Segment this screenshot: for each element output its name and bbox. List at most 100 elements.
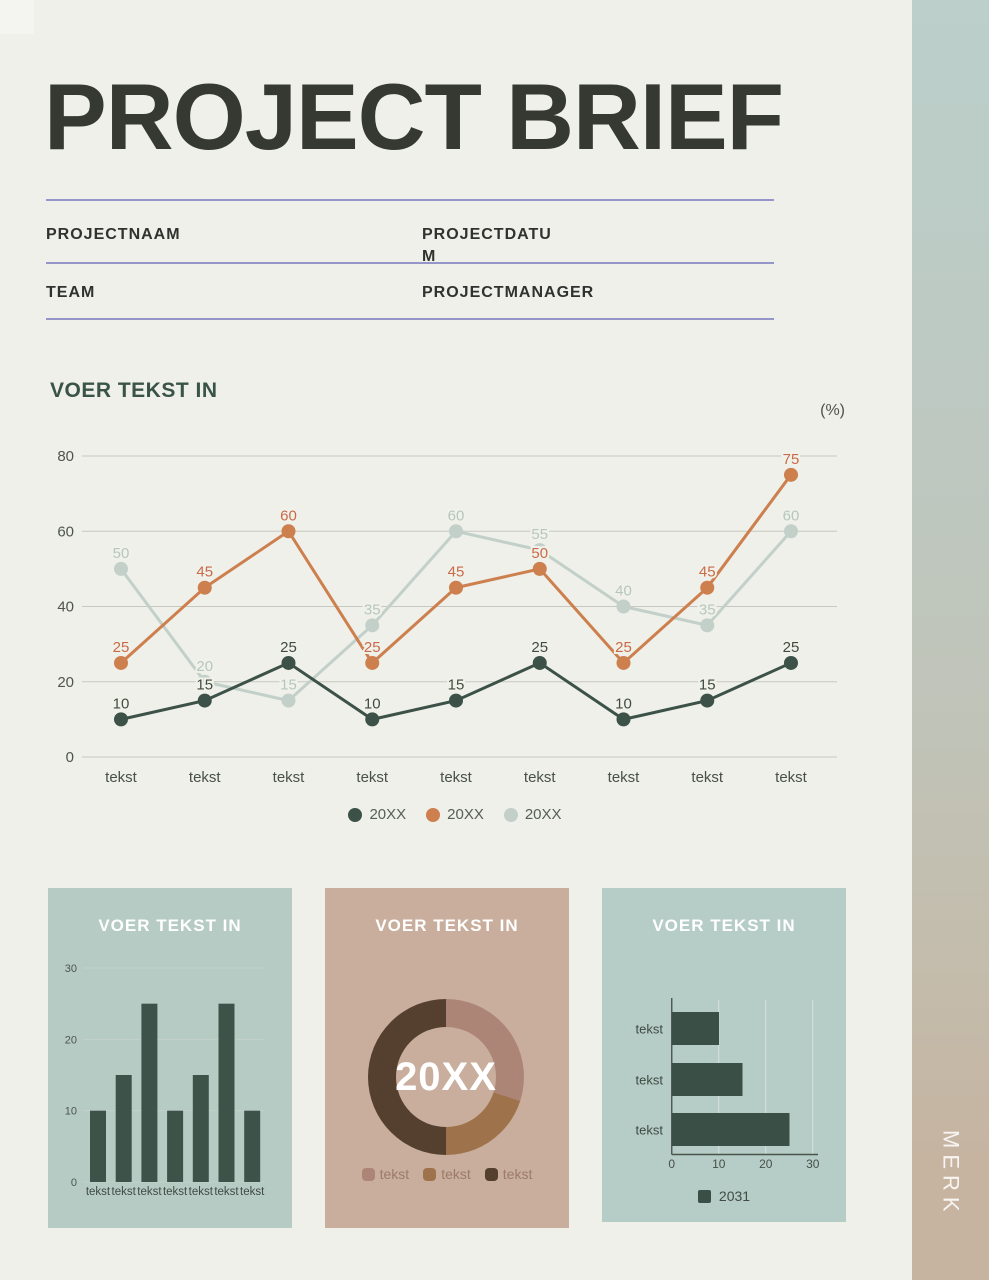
x-tick-label: tekst	[524, 769, 557, 786]
data-label: 25	[531, 639, 548, 656]
legend-label: tekst	[502, 1166, 533, 1182]
x-tick-label: 30	[806, 1157, 820, 1171]
data-label: 35	[699, 601, 716, 618]
y-tick-label: 30	[65, 963, 77, 975]
data-point	[700, 580, 715, 595]
x-tick-label: tekst	[214, 1186, 239, 1198]
data-label: 45	[699, 564, 716, 581]
x-tick-label: tekst	[112, 1186, 137, 1198]
field-label-projectmanager: PROJECTMANAGER	[422, 284, 595, 301]
bar	[672, 1063, 743, 1096]
series-line	[119, 529, 793, 703]
legend-label: 20XX	[369, 806, 407, 823]
data-point	[784, 655, 798, 670]
legend-item: tekst	[484, 1166, 533, 1182]
card-donut-chart: VOER TEKST IN 20XX tekst tekst tekst	[325, 888, 569, 1228]
main-chart-title: VOER TEKST IN	[50, 379, 218, 402]
x-tick-label: tekst	[273, 769, 306, 786]
bar	[90, 1110, 106, 1182]
data-point	[532, 561, 547, 576]
data-point	[365, 655, 380, 670]
card-bar-chart: VOER TEKST IN 0 10 20 30 tekst tekst tekst teks…	[48, 888, 292, 1228]
data-point	[281, 524, 296, 539]
legend-dot-icon	[503, 807, 518, 822]
bar	[244, 1110, 261, 1182]
data-label: 15	[699, 677, 716, 694]
data-point	[700, 618, 715, 633]
data-point	[700, 693, 715, 708]
bar	[141, 1003, 158, 1182]
donut-legend: tekst tekst tekst	[325, 1166, 569, 1182]
x-tick-label: tekst	[608, 769, 641, 786]
data-label: 25	[783, 639, 800, 656]
data-point	[532, 655, 547, 670]
data-label: 10	[615, 695, 632, 712]
card-hbar-chart: VOER TEKST IN 0 10 20 30 tekst tekst tekst 203…	[602, 888, 846, 1222]
data-point	[197, 580, 212, 595]
legend-item: tekst	[423, 1166, 471, 1182]
data-label: 10	[113, 695, 130, 712]
data-label: 15	[280, 677, 297, 694]
category-label: tekst	[636, 1073, 664, 1088]
card-hbar-title: VOER TEKST IN	[652, 916, 796, 935]
x-tick-label: tekst	[86, 1186, 111, 1198]
category-label: tekst	[636, 1022, 664, 1037]
data-point	[365, 618, 380, 633]
bar	[192, 1075, 209, 1182]
data-label: 25	[280, 639, 297, 656]
data-point	[114, 712, 128, 727]
x-tick-label: tekst	[189, 769, 222, 786]
data-point	[281, 693, 296, 708]
legend-label: 2031	[718, 1188, 751, 1204]
data-label: 55	[531, 526, 548, 543]
legend-item: 20XX	[426, 806, 484, 823]
legend-item: 20XX	[503, 806, 562, 823]
corner-decoration	[0, 0, 34, 34]
data-point	[281, 655, 296, 670]
legend-swatch-icon	[484, 1167, 498, 1181]
data-label: 60	[783, 507, 800, 524]
data-label: 45	[448, 564, 465, 581]
donut-center-label: 20XX	[395, 1054, 497, 1099]
data-point	[449, 580, 463, 595]
card-bar-title: VOER TEKST IN	[98, 916, 242, 935]
main-line-chart: 0 20 40 60 80 50 20 15 35 60 55 40 35 60 25 45 60 25 45 50 2…	[57, 448, 837, 786]
main-chart-legend: 20XX 20XX 20XX	[40, 806, 855, 823]
data-point	[365, 712, 380, 727]
x-tick-label: tekst	[240, 1186, 265, 1198]
category-label: tekst	[636, 1123, 664, 1138]
divider-line	[46, 318, 774, 320]
data-label: 35	[364, 601, 381, 618]
brand-label: MERK	[938, 1130, 964, 1218]
legend-dot-icon	[426, 807, 441, 822]
unit-label: (%)	[820, 402, 845, 419]
legend-swatch-icon	[697, 1189, 711, 1203]
data-point	[197, 693, 212, 708]
legend-swatch-icon	[423, 1167, 437, 1181]
divider-line	[46, 199, 774, 201]
data-point	[616, 599, 631, 614]
x-tick-label: tekst	[691, 769, 724, 786]
x-tick-label: 20	[759, 1157, 773, 1171]
data-label: 15	[448, 677, 465, 694]
data-point	[532, 543, 547, 558]
data-point	[449, 693, 463, 708]
x-tick-label: 10	[712, 1157, 726, 1171]
horizontal-bar-chart: 0 10 20 30 tekst tekst tekst	[636, 998, 820, 1171]
x-tick-label: tekst	[440, 769, 473, 786]
legend-dot-icon	[348, 807, 363, 822]
data-label: 60	[280, 507, 297, 524]
data-point	[197, 674, 212, 689]
data-point	[784, 467, 798, 482]
data-point	[114, 561, 128, 576]
data-label: 50	[531, 545, 548, 562]
page-title: PROJECT BRIEF	[44, 64, 784, 169]
legend-item: tekst	[361, 1166, 409, 1182]
card-donut-title: VOER TEKST IN	[375, 916, 519, 935]
x-tick-label: 0	[668, 1157, 675, 1171]
x-tick-label: tekst	[775, 769, 808, 786]
y-tick-label: 80	[57, 448, 74, 465]
legend-label: 20XX	[524, 806, 562, 823]
x-tick-label: tekst	[356, 769, 389, 786]
